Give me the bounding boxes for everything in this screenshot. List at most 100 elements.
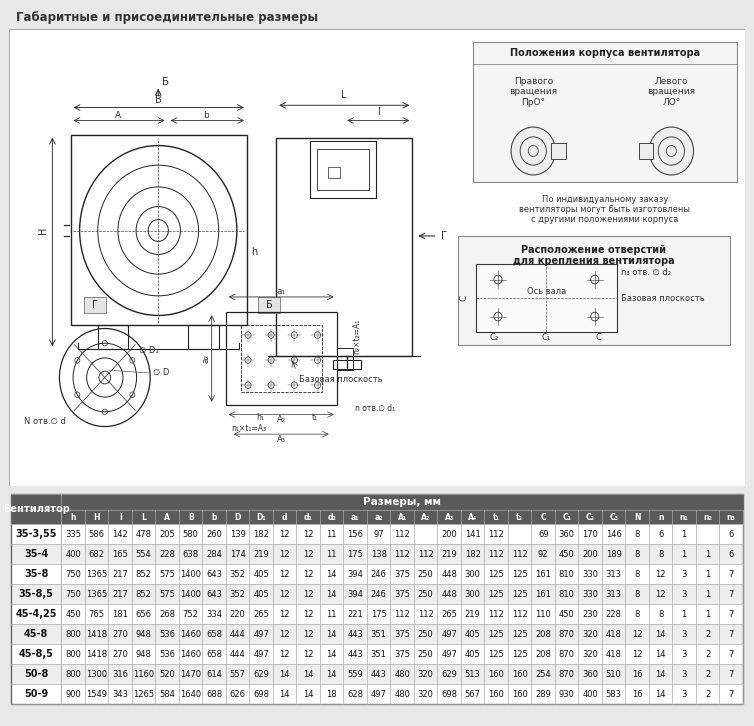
Text: 8: 8 (635, 530, 640, 539)
Text: Левого
вращения
ЛО°: Левого вращения ЛО° (647, 77, 695, 107)
Text: 156: 156 (348, 530, 363, 539)
Text: 1365: 1365 (86, 570, 107, 579)
Text: 320: 320 (418, 690, 434, 699)
Text: 125: 125 (512, 590, 528, 599)
Text: 450: 450 (559, 610, 575, 619)
Text: 584: 584 (159, 690, 175, 699)
Text: 520: 520 (159, 670, 175, 679)
Text: 112: 112 (418, 610, 434, 619)
Text: 930: 930 (559, 690, 575, 699)
Text: 450: 450 (66, 610, 81, 619)
Text: 228: 228 (159, 550, 175, 559)
Text: 175: 175 (371, 610, 387, 619)
Text: ∅ D₁: ∅ D₁ (139, 346, 158, 355)
Text: 810: 810 (559, 590, 575, 599)
Text: 448: 448 (441, 590, 457, 599)
Text: 35-8: 35-8 (24, 569, 48, 579)
Text: 14: 14 (655, 629, 666, 639)
Bar (188, 325, 219, 349)
Text: 3: 3 (682, 629, 687, 639)
Bar (11, 664, 743, 685)
Text: 800: 800 (66, 670, 81, 679)
Text: 125: 125 (489, 629, 504, 639)
Text: Б: Б (162, 78, 170, 87)
Text: 8: 8 (635, 550, 640, 559)
Text: 656: 656 (136, 610, 152, 619)
Text: 12: 12 (655, 590, 666, 599)
Text: 219: 219 (464, 610, 480, 619)
Text: 268: 268 (159, 610, 175, 619)
Text: 360: 360 (582, 670, 598, 679)
Text: 2: 2 (705, 670, 710, 679)
Text: 443: 443 (371, 670, 387, 679)
Text: n₁×t₁=A₃: n₁×t₁=A₃ (231, 424, 266, 433)
Text: 536: 536 (159, 650, 175, 658)
Bar (276, 138, 412, 356)
Text: 284: 284 (207, 550, 222, 559)
Text: 557: 557 (230, 670, 246, 679)
Text: 1: 1 (705, 550, 710, 559)
Text: B: B (188, 513, 194, 522)
Text: 14: 14 (326, 570, 337, 579)
Text: 142: 142 (112, 530, 128, 539)
Text: n₂×t₂=A₁: n₂×t₂=A₁ (352, 319, 361, 354)
Bar (551, 144, 566, 159)
Text: 112: 112 (489, 610, 504, 619)
FancyBboxPatch shape (258, 297, 280, 314)
Text: 1460: 1460 (180, 650, 201, 658)
Bar (71, 135, 247, 325)
Text: 575: 575 (159, 590, 175, 599)
Text: 125: 125 (489, 590, 504, 599)
Text: 45-4,25: 45-4,25 (16, 609, 57, 619)
Text: 330: 330 (582, 570, 598, 579)
Text: 230: 230 (582, 610, 598, 619)
Text: 12: 12 (280, 530, 290, 539)
Text: 334: 334 (206, 610, 222, 619)
Text: n₃ отв. ∅ d₂: n₃ отв. ∅ d₂ (621, 269, 671, 277)
Text: 200: 200 (441, 530, 457, 539)
Text: 7: 7 (728, 570, 734, 579)
Text: 92: 92 (538, 550, 548, 559)
Text: 335: 335 (65, 530, 81, 539)
Text: Положения корпуса вентилятора: Положения корпуса вентилятора (510, 48, 700, 58)
Text: 444: 444 (230, 629, 246, 639)
Text: 750: 750 (66, 570, 81, 579)
Text: 1400: 1400 (180, 570, 201, 579)
Text: 313: 313 (605, 590, 622, 599)
Text: d: d (282, 513, 287, 522)
Text: 160: 160 (489, 670, 504, 679)
Text: 313: 313 (605, 570, 622, 579)
Text: 12: 12 (280, 610, 290, 619)
Text: 8: 8 (635, 590, 640, 599)
Text: 11: 11 (326, 610, 337, 619)
Text: 35-4: 35-4 (24, 550, 48, 559)
Text: 14: 14 (655, 670, 666, 679)
Text: t₁: t₁ (311, 413, 317, 422)
Text: 658: 658 (206, 629, 222, 639)
Text: 35-8,5: 35-8,5 (19, 590, 54, 599)
Text: n отв.∅ d₁: n отв.∅ d₁ (355, 404, 395, 413)
Text: Ось вала: Ось вала (527, 287, 566, 296)
Text: 165: 165 (112, 550, 128, 559)
Text: 217: 217 (112, 590, 128, 599)
Text: 698: 698 (441, 690, 457, 699)
Text: Б: Б (265, 300, 272, 310)
Text: 330: 330 (582, 590, 598, 599)
Text: 16: 16 (632, 670, 642, 679)
Text: 614: 614 (207, 670, 222, 679)
Text: H: H (93, 513, 100, 522)
Text: 175: 175 (348, 550, 363, 559)
Text: 160: 160 (512, 670, 528, 679)
Text: 300: 300 (464, 590, 480, 599)
Text: 1160: 1160 (133, 670, 155, 679)
Text: 352: 352 (230, 590, 246, 599)
Text: 146: 146 (605, 530, 621, 539)
Text: 638: 638 (182, 550, 199, 559)
Text: 320: 320 (582, 629, 598, 639)
Text: 1418: 1418 (86, 629, 107, 639)
Text: 14: 14 (326, 670, 337, 679)
Text: 375: 375 (394, 629, 410, 639)
Text: 45-8,5: 45-8,5 (19, 649, 54, 659)
Text: 125: 125 (489, 570, 504, 579)
Text: 12: 12 (280, 570, 290, 579)
